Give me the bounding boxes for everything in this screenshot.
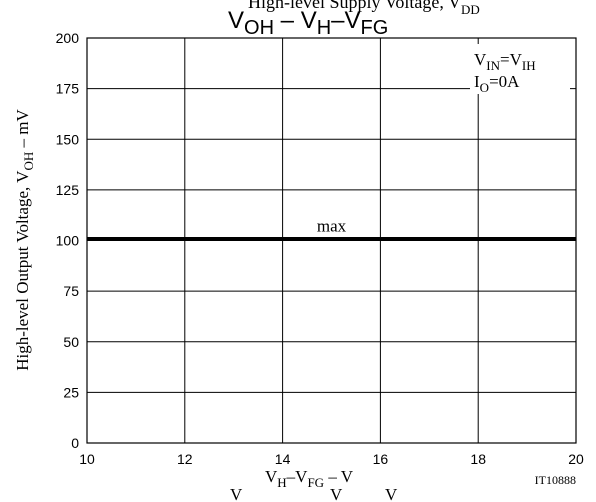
y-axis-label: High-level Output Voltage, VOH – mV [13,109,36,371]
y-tick-label-1: 25 [63,384,79,400]
plot-frame [86,37,577,444]
conditions-legend: VIN=VIH IO=0A [470,44,570,95]
y-tick-label-2: 50 [63,334,79,350]
figure-id: IT10888 [535,473,576,487]
y-tick-label-7: 175 [56,81,80,97]
legend-line-1: VIN=VIH [474,50,536,73]
x-tick-label-3: 16 [373,451,389,467]
x-tick-label-1: 12 [177,451,193,467]
y-tick-label-6: 150 [56,131,80,147]
x-tick-label-2: 14 [275,451,291,467]
x-tick-labels: 10 12 14 16 18 20 [79,451,584,467]
y-tick-label-0: 0 [71,435,79,451]
y-tick-label-8: 200 [56,30,80,46]
x-tick-label-4: 18 [470,451,486,467]
y-tick-label-4: 100 [56,233,80,249]
legend-line-2: IO=0A [474,72,520,95]
series-group: max [87,216,576,240]
y-tick-label-3: 75 [63,283,79,299]
x-tick-label-0: 10 [79,451,95,467]
y-tick-label-5: 125 [56,182,80,198]
top-partial-caption: High-level Supply Voltage, VDD [248,0,480,17]
x-axis-label: VH–VFG – V [265,467,354,490]
x-tick-label-5: 20 [568,451,584,467]
legend-background [470,44,570,94]
y-tick-labels: 0 25 50 75 100 125 150 175 200 [56,30,80,451]
chart-title: VOH – VH–VFG [228,7,388,39]
grid-lines [86,37,577,444]
series-label-0: max [317,216,347,235]
